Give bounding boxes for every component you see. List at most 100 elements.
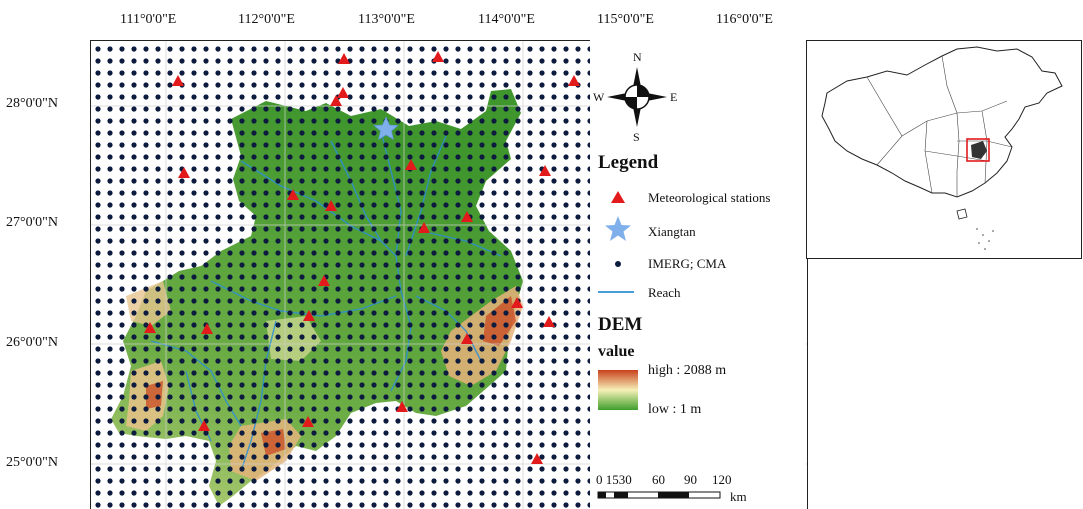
- imerg-grid-dot: [239, 58, 245, 64]
- imerg-grid-dot: [107, 454, 113, 460]
- imerg-grid-dot: [575, 310, 581, 316]
- imerg-grid-dot: [383, 286, 389, 292]
- imerg-grid-dot: [239, 310, 245, 316]
- imerg-grid-dot: [563, 394, 569, 400]
- imerg-grid-dot: [563, 478, 569, 484]
- imerg-grid-dot: [431, 394, 437, 400]
- imerg-grid-dot: [275, 178, 281, 184]
- imerg-grid-dot: [119, 430, 125, 436]
- imerg-grid-dot: [383, 262, 389, 268]
- imerg-grid-dot: [311, 154, 317, 160]
- imerg-grid-dot: [383, 502, 389, 508]
- imerg-grid-dot: [311, 214, 317, 220]
- imerg-grid-dot: [419, 370, 425, 376]
- station-marker: [198, 420, 210, 431]
- imerg-grid-dot: [479, 358, 485, 364]
- imerg-grid-dot: [527, 178, 533, 184]
- imerg-grid-dot: [155, 298, 161, 304]
- imerg-grid-dot: [359, 502, 365, 508]
- imerg-grid-dot: [299, 430, 305, 436]
- imerg-grid-dot: [119, 490, 125, 496]
- imerg-grid-dot: [251, 214, 257, 220]
- imerg-grid-dot: [491, 130, 497, 136]
- imerg-grid-dot: [191, 82, 197, 88]
- imerg-grid-dot: [539, 310, 545, 316]
- imerg-grid-dot: [455, 394, 461, 400]
- imerg-grid-dot: [95, 190, 101, 196]
- legend-item-xiangtan: Xiangtan: [648, 224, 696, 239]
- imerg-grid-dot: [323, 238, 329, 244]
- imerg-grid-dot: [239, 394, 245, 400]
- imerg-grid-dot: [263, 454, 269, 460]
- imerg-grid-dot: [551, 226, 557, 232]
- imerg-grid-dot: [527, 502, 533, 508]
- imerg-grid-dot: [407, 298, 413, 304]
- imerg-grid-dot: [155, 334, 161, 340]
- imerg-grid-dot: [323, 346, 329, 352]
- imerg-grid-dot: [467, 94, 473, 100]
- imerg-grid-dot: [155, 142, 161, 148]
- imerg-grid-dot: [179, 274, 185, 280]
- imerg-grid-dot: [251, 46, 257, 52]
- imerg-grid-dot: [563, 370, 569, 376]
- imerg-grid-dot: [539, 250, 545, 256]
- imerg-grid-dot: [131, 262, 137, 268]
- imerg-grid-dot: [443, 406, 449, 412]
- imerg-grid-dot: [251, 418, 257, 424]
- imerg-grid-dot: [179, 346, 185, 352]
- imerg-grid-dot: [371, 214, 377, 220]
- imerg-grid-dot: [203, 454, 209, 460]
- imerg-grid-dot: [347, 466, 353, 472]
- imerg-grid-dot: [359, 82, 365, 88]
- imerg-grid-dot: [383, 310, 389, 316]
- imerg-grid-dot: [467, 358, 473, 364]
- imerg-grid-dot: [503, 238, 509, 244]
- imerg-grid-dot: [527, 214, 533, 220]
- imerg-grid-dot: [371, 262, 377, 268]
- imerg-grid-dot: [395, 442, 401, 448]
- imerg-grid-dot: [167, 202, 173, 208]
- imerg-grid-dot: [515, 202, 521, 208]
- imerg-grid-dot: [383, 394, 389, 400]
- imerg-grid-dot: [479, 262, 485, 268]
- imerg-grid-dot: [419, 130, 425, 136]
- imerg-grid-dot: [167, 82, 173, 88]
- imerg-grid-dot: [539, 370, 545, 376]
- longitude-label-111: 111°0'0"E: [120, 12, 177, 27]
- imerg-grid-dot: [323, 214, 329, 220]
- imerg-grid-dot: [275, 94, 281, 100]
- imerg-grid-dot: [431, 226, 437, 232]
- south-china-sea-islands: [976, 228, 994, 250]
- imerg-grid-dot: [155, 454, 161, 460]
- imerg-grid-dot: [419, 262, 425, 268]
- imerg-grid-dot: [395, 82, 401, 88]
- imerg-grid-dot: [299, 322, 305, 328]
- imerg-grid-dot: [503, 118, 509, 124]
- imerg-grid-dot: [455, 118, 461, 124]
- imerg-grid-dot: [167, 442, 173, 448]
- imerg-grid-dot: [359, 70, 365, 76]
- imerg-grid-dot: [215, 454, 221, 460]
- imerg-grid-dot: [515, 454, 521, 460]
- imerg-grid-dot: [395, 430, 401, 436]
- dem-high-label: high : 2088 m: [648, 363, 727, 378]
- imerg-grid-dot: [311, 502, 317, 508]
- compass-e: E: [670, 90, 678, 104]
- dem-low-label: low : 1 m: [648, 402, 702, 417]
- imerg-grid-dot: [407, 82, 413, 88]
- imerg-grid-dot: [395, 358, 401, 364]
- imerg-grid-dot: [143, 454, 149, 460]
- imerg-grid-dot: [311, 142, 317, 148]
- imerg-grid-dot: [143, 442, 149, 448]
- imerg-grid-dot: [383, 442, 389, 448]
- imerg-grid-dot: [383, 358, 389, 364]
- imerg-grid-dot: [251, 454, 257, 460]
- imerg-grid-dot: [215, 46, 221, 52]
- imerg-grid-dot: [527, 466, 533, 472]
- imerg-grid-dot: [119, 178, 125, 184]
- imerg-grid-dot: [515, 286, 521, 292]
- imerg-grid-dot: [359, 214, 365, 220]
- imerg-grid-dot: [95, 106, 101, 112]
- imerg-grid-dot: [167, 214, 173, 220]
- imerg-grid-dot: [347, 346, 353, 352]
